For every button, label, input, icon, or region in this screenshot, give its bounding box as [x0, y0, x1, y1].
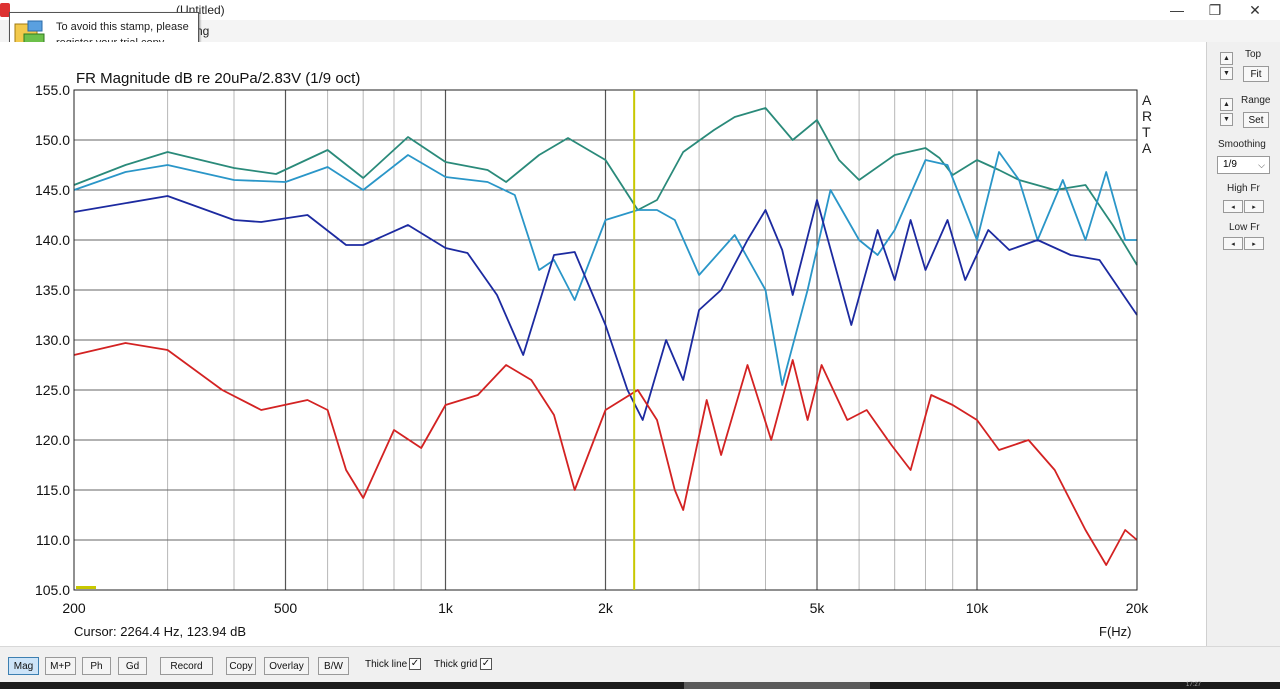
watermark-letter: A: [1142, 92, 1152, 108]
bottom-toolbar: Mag M+P Ph Gd Record Copy Overlay B/W Th…: [0, 646, 1280, 683]
maximize-button[interactable]: ❐: [1208, 1, 1222, 18]
cursor-readout: Cursor: 2264.4 Hz, 123.94 dB: [74, 624, 246, 639]
range-down-spin[interactable]: ▼: [1220, 113, 1233, 126]
y-tick-label: 155.0: [35, 82, 70, 98]
top-label: Top: [1245, 49, 1262, 60]
frequency-response-chart[interactable]: FR Magnitude dB re 20uPa/2.83V (1/9 oct)…: [0, 42, 1206, 646]
series-line-4: [73, 342, 1138, 566]
series-line-3: [73, 195, 1138, 421]
tray-clock: 17:27: [1186, 682, 1202, 688]
y-tick-label: 125.0: [35, 382, 70, 398]
plot-area[interactable]: FR Magnitude dB re 20uPa/2.83V (1/9 oct)…: [0, 42, 1206, 646]
copy-button[interactable]: Copy: [226, 657, 256, 675]
y-tick-label: 140.0: [35, 232, 70, 248]
smoothing-label: Smoothing: [1218, 139, 1266, 150]
top-down-spin[interactable]: ▼: [1220, 67, 1233, 80]
right-control-panel: ▲ ▼ Top Fit ▲ ▼ Range Set Smoothing 1/9 …: [1206, 42, 1280, 646]
mag-phase-button[interactable]: M+P: [45, 657, 76, 675]
chevron-down-icon: ⌵: [1258, 160, 1265, 170]
x-tick-labels: 200 500 1k 2k 5k 10k 20k: [62, 600, 1149, 616]
high-fr-right-arrow[interactable]: ▸: [1244, 200, 1264, 213]
x-tick-label: 500: [274, 600, 298, 616]
watermark-letter: T: [1142, 124, 1151, 140]
high-fr-left-arrow[interactable]: ◂: [1223, 200, 1243, 213]
x-tick-label: 2k: [598, 600, 614, 616]
minimize-button[interactable]: —: [1170, 2, 1184, 18]
app-icon: [0, 3, 10, 17]
thick-line-label: Thick line: [365, 659, 408, 670]
y-tick-label: 110.0: [36, 532, 70, 548]
x-tick-label: 10k: [966, 600, 990, 616]
taskbar: [0, 682, 1280, 689]
record-button[interactable]: Record: [160, 657, 213, 675]
x-tick-label: 200: [62, 600, 86, 616]
y-tick-label: 120.0: [35, 432, 70, 448]
x-tick-label: 5k: [810, 600, 826, 616]
register-icon: [14, 20, 45, 49]
low-fr-right-arrow[interactable]: ▸: [1244, 237, 1264, 250]
group-delay-button[interactable]: Gd: [118, 657, 147, 675]
menu-bar: ng: [0, 20, 1280, 42]
thick-grid-checkbox[interactable]: ✓: [480, 658, 492, 670]
bw-button[interactable]: B/W: [318, 657, 349, 675]
mag-button[interactable]: Mag: [8, 657, 39, 675]
top-up-spin[interactable]: ▲: [1220, 52, 1233, 65]
y-tick-label: 130.0: [35, 332, 70, 348]
taskbar-active-item: [684, 682, 870, 689]
fit-button[interactable]: Fit: [1243, 66, 1269, 82]
low-fr-label: Low Fr: [1229, 222, 1260, 233]
series-line-2: [73, 151, 1137, 386]
thick-grid-label: Thick grid: [434, 659, 478, 670]
plot-frame: [73, 89, 1138, 591]
x-tick-label: 1k: [438, 600, 454, 616]
series-line-1: [73, 107, 1138, 266]
range-up-spin[interactable]: ▲: [1220, 98, 1233, 111]
watermark-letter: A: [1142, 140, 1152, 156]
y-tick-label: 105.0: [35, 582, 70, 598]
stamp-line-1: To avoid this stamp, please: [56, 21, 189, 33]
x-axis-label: F(Hz): [1099, 624, 1132, 639]
menu-item-fragment[interactable]: ng: [196, 24, 210, 38]
overlay-button[interactable]: Overlay: [264, 657, 309, 675]
marker-swatch: [76, 586, 96, 589]
y-tick-label: 150.0: [35, 132, 70, 148]
high-fr-label: High Fr: [1227, 183, 1260, 194]
y-tick-label: 115.0: [36, 482, 70, 498]
smoothing-value: 1/9: [1223, 159, 1237, 170]
chart-title: FR Magnitude dB re 20uPa/2.83V (1/9 oct): [76, 70, 360, 87]
smoothing-select[interactable]: 1/9 ⌵: [1217, 156, 1270, 174]
y-tick-labels: 105.0 110.0 115.0 120.0 125.0 130.0 135.0 140.0…: [35, 82, 70, 598]
y-tick-label: 145.0: [35, 182, 70, 198]
range-label: Range: [1241, 95, 1271, 106]
low-fr-left-arrow[interactable]: ◂: [1223, 237, 1243, 250]
close-button[interactable]: ✕: [1249, 1, 1261, 18]
grid: [74, 89, 1137, 591]
series-group: [73, 107, 1138, 566]
x-tick-label: 20k: [1126, 600, 1150, 616]
set-button[interactable]: Set: [1243, 112, 1269, 128]
phase-button[interactable]: Ph: [82, 657, 111, 675]
watermark-letter: R: [1142, 108, 1152, 124]
thick-line-checkbox[interactable]: ✓: [409, 658, 421, 670]
y-tick-label: 135.0: [35, 282, 70, 298]
